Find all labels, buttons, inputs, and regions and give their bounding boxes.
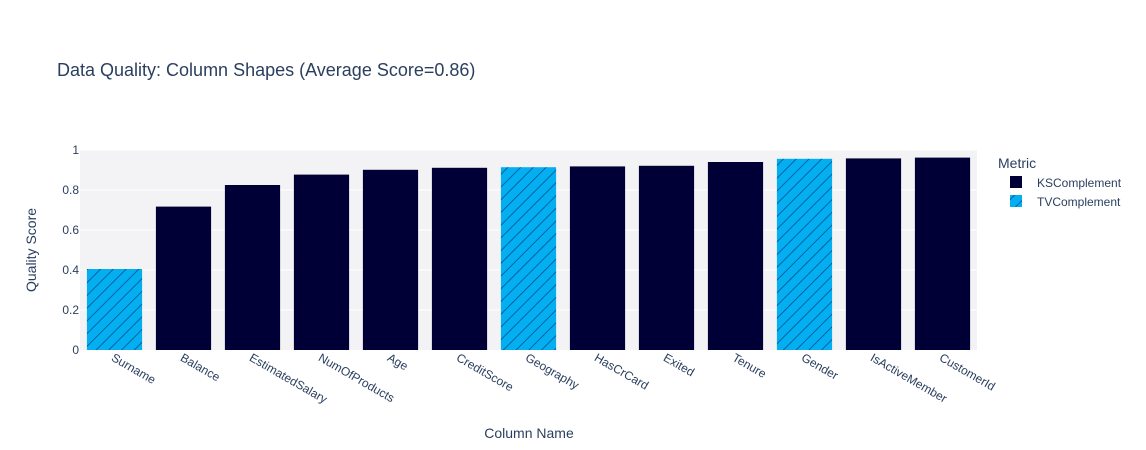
legend-label-kscomplement: KSComplement [1037,176,1122,190]
x-tick-label: Exited [661,350,697,379]
bar-age [362,169,419,350]
x-tick-labels: Surname Balance EstimatedSalaryNumOfProduc… [109,350,998,406]
bar-isactivemember [845,158,902,350]
x-tick-label: CustomerId [937,350,998,393]
bar-exited [638,165,695,350]
y-tick-label: 0.8 [62,183,79,197]
bar-estimatedsalary [224,185,281,350]
x-tick-label: Tenure [730,350,769,381]
legend-swatch-kscomplement [1010,176,1022,188]
y-axis-title: Quality Score [23,208,39,292]
bar-tenure [707,162,764,350]
bar-customerid [914,157,971,350]
bar-hascrcard [569,166,626,350]
x-tick-label: CreditScore [454,350,516,394]
bar-creditscore [431,167,488,350]
chart-title: Data Quality: Column Shapes (Average Sco… [57,60,475,80]
bar-geography [500,167,557,350]
y-tick-label: 0 [72,343,79,357]
x-tick-label: NumOfProducts [316,350,397,405]
legend-item-kscomplement[interactable]: KSComplement [1010,176,1122,190]
legend-label-tvcomplement: TVComplement [1037,195,1121,209]
y-tick-label: 1 [72,143,79,157]
x-axis-title: Column Name [484,425,574,441]
legend-title: Metric [998,155,1036,171]
y-tick-label: 0.6 [62,223,79,237]
x-tick-label: HasCrCard [592,350,651,392]
x-tick-label: Geography [523,350,581,392]
x-tick-label: Gender [799,350,841,382]
legend-item-tvcomplement[interactable]: TVComplement [1010,195,1121,209]
y-tick-label: 0.2 [62,303,79,317]
bar-gender [776,158,833,350]
y-tick-labels: 0 0.2 0.4 0.6 0.8 1 [62,143,79,357]
legend-swatch-tvcomplement [1010,195,1022,207]
x-tick-label: Balance [178,350,223,384]
x-tick-label: IsActiveMember [868,350,950,405]
bar-surname [86,269,143,350]
bars [86,157,971,350]
bar-numofproducts [293,174,350,350]
x-tick-label: Surname [109,350,158,387]
x-tick-label: Age [385,350,411,373]
legend[interactable]: Metric KSComplement TVComplement [998,155,1122,209]
y-tick-label: 0.4 [62,263,79,277]
bar-balance [155,206,212,350]
